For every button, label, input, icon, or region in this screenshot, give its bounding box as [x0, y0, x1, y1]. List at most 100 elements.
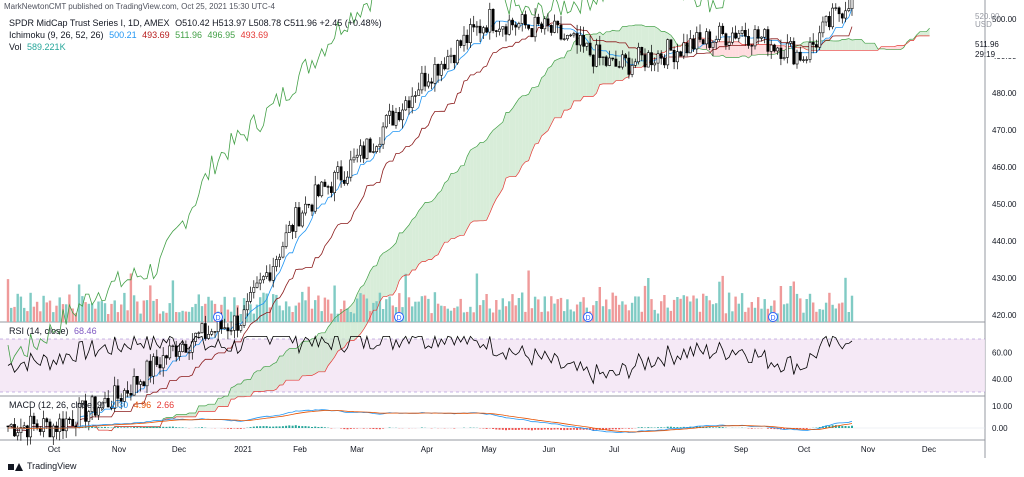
- x-tick-label: Oct: [48, 445, 61, 454]
- candle-body: [362, 145, 366, 159]
- volume-bar: [582, 297, 585, 322]
- volume-bar: [504, 306, 508, 322]
- macd-histogram-bar: [773, 428, 776, 430]
- volume-bar: [175, 312, 178, 322]
- volume-bar: [197, 294, 200, 322]
- volume-bar: [200, 306, 204, 322]
- candle-body: [155, 356, 159, 365]
- macd-histogram-bar: [537, 428, 540, 430]
- candle-body: [84, 400, 88, 422]
- dividend-marker-label: D: [770, 315, 775, 322]
- cloud-segment: [842, 39, 846, 51]
- volume-bar: [511, 294, 514, 322]
- volume-bar: [359, 293, 362, 322]
- y-tick-label: 440.00: [992, 237, 1017, 246]
- volume-bar: [294, 305, 297, 322]
- volume-bar: [676, 297, 679, 322]
- volume-bar: [87, 303, 90, 322]
- candle-body: [769, 44, 773, 52]
- candle-body: [637, 46, 641, 63]
- tradingview-brand: TradingView: [27, 461, 77, 471]
- volume-bar: [272, 294, 275, 322]
- candle-body: [407, 100, 411, 108]
- cloud-segment: [263, 366, 267, 392]
- cloud-segment: [567, 50, 571, 111]
- macd-histogram-bar: [113, 427, 116, 428]
- cloud-segment: [467, 150, 471, 229]
- volume-bar: [795, 293, 799, 322]
- cloud-segment: [379, 253, 384, 302]
- cloud-segment: [538, 77, 542, 144]
- ichimoku-span-a: [92, 24, 930, 432]
- candle-body: [171, 345, 175, 347]
- volume-bar: [605, 299, 608, 322]
- volume-bar: [601, 306, 605, 322]
- cloud-segment: [493, 127, 497, 206]
- y-tick-label: 480.00: [992, 89, 1017, 98]
- candle-body: [381, 126, 385, 145]
- candle-body: [679, 51, 683, 57]
- macd-histogram-bar: [517, 428, 520, 430]
- macd-histogram-bar: [818, 427, 821, 428]
- cloud-segment: [871, 43, 875, 51]
- volume-bar: [449, 310, 453, 322]
- candle-body: [805, 59, 809, 61]
- cloud-segment: [176, 414, 180, 417]
- volume-bar: [715, 303, 718, 322]
- cloud-segment: [331, 318, 335, 362]
- cloud-segment: [473, 146, 477, 221]
- candles-layer: [6, 0, 854, 446]
- volume-bar: [178, 312, 181, 322]
- tradingview-footer[interactable]: TradingView: [8, 461, 77, 471]
- candle-body: [329, 186, 333, 193]
- cloud-segment: [276, 356, 280, 390]
- volume-bar: [485, 294, 488, 322]
- cloud-segment: [651, 26, 655, 60]
- candle-body: [543, 18, 547, 30]
- volume-bar: [757, 297, 760, 322]
- macd-histogram-bar: [272, 426, 275, 428]
- volume-bar: [68, 294, 71, 322]
- macd-histogram-bar: [230, 428, 233, 429]
- candle-body: [291, 225, 295, 232]
- macd-histogram-bar: [576, 428, 579, 430]
- cloud-segment: [192, 413, 196, 417]
- candle-body: [598, 44, 602, 58]
- volume-bar: [488, 308, 491, 322]
- ichimoku-lines-layer: [7, 0, 930, 432]
- volume-bar: [672, 299, 676, 322]
- macd-histogram-bar: [288, 425, 291, 428]
- candle-body: [436, 64, 440, 76]
- candle-body: [213, 331, 217, 333]
- candle-body: [368, 138, 372, 153]
- cloud-segment: [409, 219, 413, 275]
- candle-body: [25, 425, 29, 438]
- candle-body: [575, 33, 579, 46]
- candle-body: [233, 315, 236, 331]
- candle-body: [349, 159, 353, 178]
- volume-bar: [569, 309, 572, 322]
- cloud-segment: [861, 39, 865, 51]
- volume-bar: [530, 308, 534, 322]
- cloud-segment: [577, 36, 581, 101]
- cloud-segment: [169, 417, 173, 419]
- volume-bar: [621, 301, 624, 322]
- candle-body: [433, 64, 437, 84]
- cloud-segment: [900, 45, 904, 50]
- axes-layer: Oct Nov Dec 2021 Feb Mar Apr May Jun Jul Aug Sep Oct…: [48, 15, 1017, 454]
- candle-body: [443, 63, 447, 70]
- cloud-segment: [189, 413, 193, 417]
- volume-bar: [388, 296, 391, 322]
- candle-body: [475, 25, 479, 28]
- cloud-segment: [835, 40, 840, 51]
- cloud-segment: [202, 405, 206, 412]
- macd-histogram-bar: [307, 426, 310, 428]
- macd-histogram-bar: [262, 426, 265, 428]
- candle-body: [818, 32, 822, 48]
- dividend-marker: [394, 312, 404, 322]
- macd-histogram-bar: [825, 425, 828, 428]
- macd-histogram-bar: [640, 427, 643, 428]
- volume-bar: [113, 300, 116, 322]
